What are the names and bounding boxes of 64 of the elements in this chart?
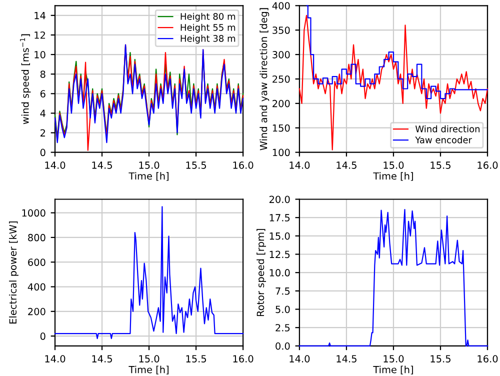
line-series (54, 206, 244, 340)
y-axis-title: wind speed [ms$^{−1}$] (20, 34, 31, 124)
y-tick-label: 300 (272, 51, 290, 58)
x-tick-label: 15.0 (139, 162, 160, 169)
y-tick-label: 2 (40, 129, 45, 136)
x-tick-label: 15.5 (186, 162, 206, 169)
x-tick-label: 15.5 (430, 355, 450, 362)
legend-label: Height 38 m (180, 34, 236, 44)
y-tick-label: 600 (28, 258, 46, 266)
x-tick-label: 14.5 (92, 162, 112, 169)
y-tick-label: 7.5 (276, 288, 290, 295)
x-axis-title: Time [h] (128, 172, 168, 181)
x-tick-label: 16.0 (233, 162, 254, 169)
x-tick-label: 14.5 (336, 355, 356, 362)
y-axis-title: Rotor speed [rpm] (256, 229, 266, 316)
x-tick-label: 16.0 (478, 355, 498, 362)
y-tick-label: 12.5 (270, 250, 290, 258)
x-axis-title: Time [h] (373, 172, 413, 181)
y-tick-label: 17.5 (270, 214, 290, 222)
x-tick-label: 14.0 (290, 162, 310, 169)
y-tick-label: 5.0 (276, 306, 290, 314)
legend-label: Wind direction (415, 125, 480, 132)
x-tick-label: 14.0 (45, 162, 66, 169)
y-tick-label: 14 (34, 12, 46, 20)
y-tick-label: 10 (34, 51, 46, 58)
y-tick-label: 200 (28, 308, 46, 316)
y-tick-label: 0 (40, 148, 46, 156)
x-tick-label: 14.5 (336, 162, 356, 169)
x-axis-title: Time [h] (128, 366, 168, 374)
y-tick-label: 0.0 (276, 342, 290, 350)
x-axis-title: Time [h] (373, 366, 413, 374)
y-tick-label: 12 (34, 31, 45, 39)
x-tick-label: 14.5 (92, 355, 112, 362)
x-tick-label: 16.0 (478, 162, 498, 169)
y-tick-label: 0 (40, 332, 46, 340)
x-tick-label: 15.0 (384, 355, 404, 362)
legend-label: Yaw encoder (415, 136, 472, 144)
y-tick-label: 8 (40, 70, 46, 78)
legend-label: Height 80 m (180, 12, 236, 22)
x-tick-label: 14.0 (45, 355, 66, 362)
x-tick-label: 14.0 (290, 355, 310, 362)
y-tick-label: 1000 (22, 209, 46, 217)
y-tick-label: 10.0 (270, 269, 290, 276)
y-tick-label: 6 (40, 90, 46, 98)
y-tick-label: 15.0 (270, 232, 290, 240)
x-tick-label: 15.0 (384, 162, 404, 169)
y-tick-label: 250 (272, 75, 290, 83)
y-tick-label: 100 (272, 148, 290, 156)
y-tick-label: 350 (272, 26, 290, 34)
x-tick-label: 15.5 (186, 355, 206, 362)
y-tick-label: 200 (272, 100, 290, 108)
y-tick-label: 2.5 (276, 324, 290, 332)
legend-label: Height 55 m (180, 24, 236, 33)
y-axis-title: Wind and yaw direction [deg] (260, 8, 270, 150)
y-tick-label: 150 (272, 124, 290, 132)
y-tick-label: 400 (28, 283, 46, 291)
y-axis-title: Electrical power [kW] (9, 222, 18, 324)
y-tick-label: 400 (272, 2, 290, 10)
x-tick-label: 15.5 (430, 162, 450, 169)
x-tick-label: 16.0 (233, 355, 254, 362)
y-tick-label: 20.0 (269, 196, 290, 204)
y-tick-label: 800 (28, 234, 46, 242)
x-tick-label: 15.0 (139, 355, 160, 362)
y-tick-label: 4 (40, 110, 46, 117)
